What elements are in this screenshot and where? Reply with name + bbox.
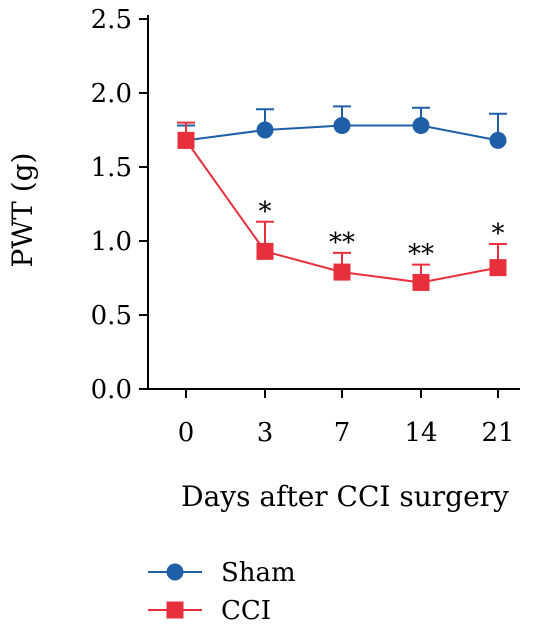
y-axis-label: PWT (g) (6, 153, 39, 268)
sham-point (256, 121, 274, 139)
sham-legend-label: Sham (221, 558, 296, 588)
sham-point (489, 131, 507, 149)
sham-legend-marker (166, 563, 184, 581)
significance-label: * (492, 219, 505, 249)
y-tick-label: 0.5 (91, 301, 132, 331)
cci-legend-marker (166, 601, 184, 619)
axes: 0.0 0.5 1.0 1.5 2.0 2.5 0 3 7 14 21 (91, 5, 520, 448)
x-tick-label: 7 (334, 418, 351, 448)
significance-label: * (259, 197, 272, 227)
cci-point (489, 259, 507, 277)
significance-label: ** (329, 228, 355, 258)
sham-point (412, 117, 430, 135)
y-tick-label: 2.5 (91, 5, 132, 35)
legend: Sham CCI (148, 558, 296, 626)
x-tick-label: 3 (257, 418, 274, 448)
cci-point (256, 242, 274, 260)
x-tick-label: 21 (481, 418, 514, 448)
cci-legend-label: CCI (221, 596, 271, 626)
plot-area: *** *** (177, 105, 507, 291)
cci-point (333, 263, 351, 281)
x-tick-label: 14 (404, 418, 437, 448)
x-axis-label: Days after CCI surgery (181, 480, 509, 513)
sham-point (333, 117, 351, 135)
cci-point (177, 131, 195, 149)
y-tick-label: 2.0 (91, 79, 132, 109)
x-tick-label: 0 (178, 418, 195, 448)
y-tick-label: 0.0 (91, 375, 132, 405)
y-tick-label: 1.0 (91, 227, 132, 257)
y-tick-label: 1.5 (91, 153, 132, 183)
significance-label: ** (408, 240, 434, 270)
cci-point (412, 273, 430, 291)
